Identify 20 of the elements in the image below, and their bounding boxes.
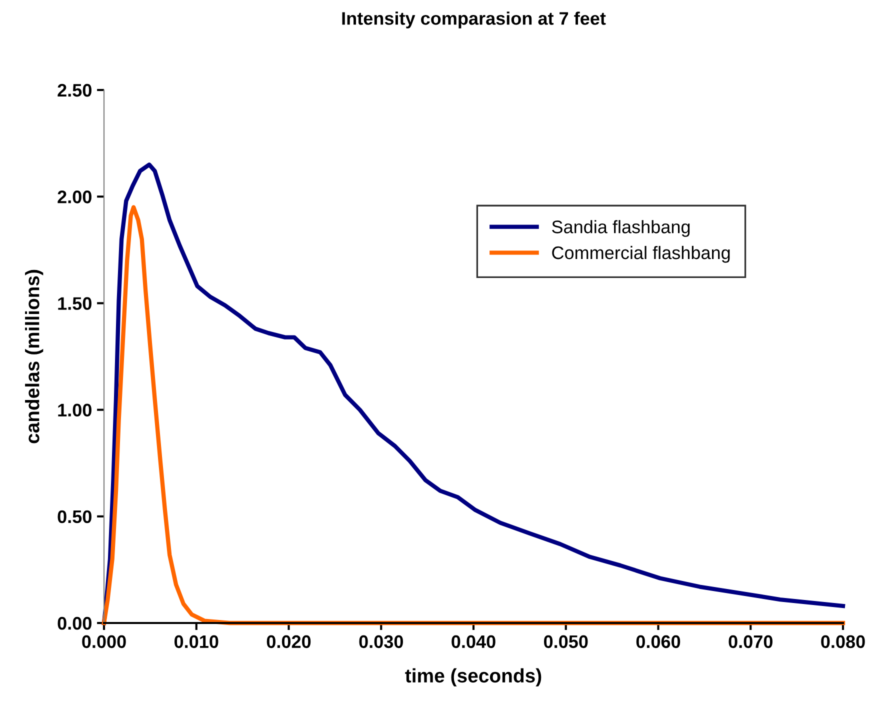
x-tick-label: 0.020 (266, 635, 311, 648)
y-axis-title: candelas (millions) (25, 270, 44, 444)
chart-title: Intensity comparasion at 7 feet (342, 12, 606, 28)
y-tick-label: 2.00 (58, 190, 92, 204)
x-tick-label: 0.040 (452, 635, 496, 648)
x-tick-label: 0.010 (174, 635, 218, 648)
x-tick-label: 0.000 (82, 635, 126, 648)
y-tick-label: 0.00 (58, 616, 92, 630)
legend-label: Commercial flashbang (552, 246, 730, 263)
x-tick-label: 0.080 (821, 635, 865, 648)
x-tick-label: 0.060 (636, 635, 680, 648)
y-tick-label: 1.50 (58, 297, 92, 310)
x-tick-label: 0.070 (728, 635, 772, 648)
y-tick-label: 1.00 (58, 404, 92, 417)
x-tick-label: 0.030 (359, 635, 403, 648)
y-tick-label: 0.50 (58, 510, 92, 524)
legend-label: Sandia flashbang (552, 220, 690, 237)
x-tick-label: 0.050 (544, 635, 588, 648)
x-axis-title: time (seconds) (405, 668, 542, 686)
y-tick-label: 2.50 (58, 84, 92, 97)
